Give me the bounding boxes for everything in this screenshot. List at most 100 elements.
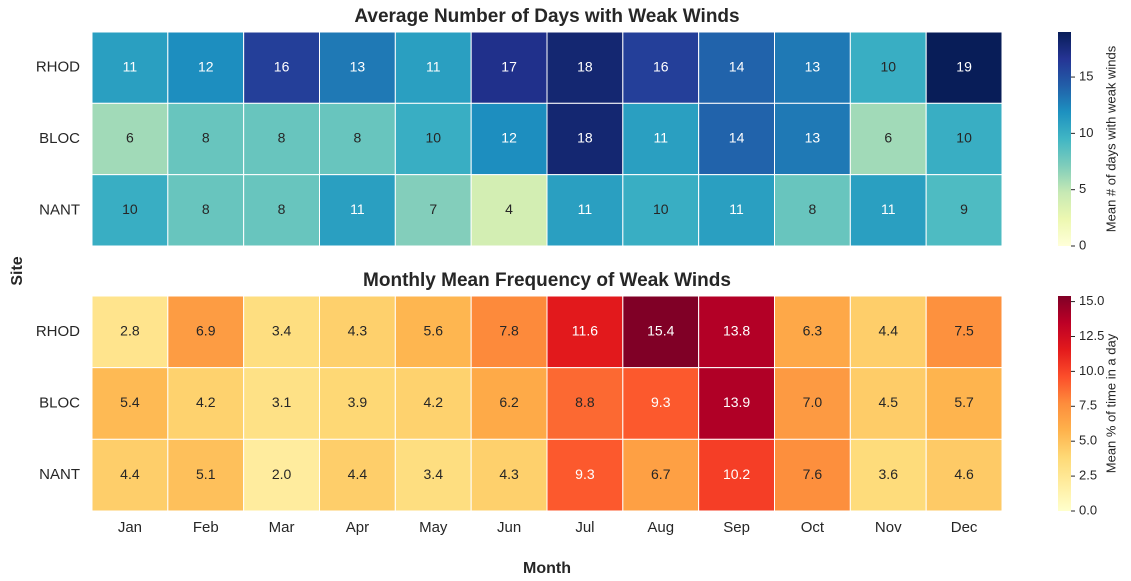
- colorbar-tick-label: 5.0: [1079, 433, 1097, 448]
- colorbar-tick-label: 7.5: [1079, 398, 1097, 413]
- cell-label: 10: [122, 201, 138, 217]
- cell-label: 4.6: [954, 466, 974, 482]
- heatmap-cell: [319, 31, 396, 104]
- cell-label: 6.7: [651, 466, 671, 482]
- heatmap-cell: [698, 367, 776, 440]
- cell-label: 4.3: [499, 466, 519, 482]
- heatmap-cell: [319, 174, 396, 247]
- cell-label: 6.2: [499, 394, 519, 410]
- cell-label: 3.6: [879, 466, 899, 482]
- colorbar: [1058, 296, 1071, 511]
- cell-label: 11: [123, 58, 138, 74]
- cell-label: 11: [729, 201, 744, 217]
- heatmap-cell: [394, 367, 472, 440]
- cell-label: 6: [126, 130, 134, 146]
- x-tick-label: May: [419, 519, 448, 536]
- heatmap-cell: [622, 102, 700, 176]
- heatmap-cell: [849, 174, 927, 247]
- heatmap-cell: [774, 31, 851, 104]
- heatmap-cell: [925, 174, 1003, 247]
- heatmap-cell: [319, 102, 396, 176]
- heatmap-cell: [849, 367, 927, 440]
- colorbar-tick-label: 0.0: [1079, 502, 1097, 517]
- heatmap-cell: [546, 174, 624, 247]
- x-tick-label: Aug: [647, 519, 674, 536]
- heatmap-cell: [622, 438, 700, 512]
- colorbar-tick-label: 12.5: [1079, 328, 1104, 343]
- heatmap-cell: [91, 31, 169, 104]
- cell-label: 8: [809, 201, 817, 217]
- cell-label: 16: [274, 58, 290, 74]
- cell-label: 13: [350, 58, 366, 74]
- heatmap-cell: [849, 295, 927, 369]
- cell-label: 2.8: [120, 323, 140, 339]
- cell-label: 10: [653, 201, 669, 217]
- heatmap-cell: [91, 102, 169, 176]
- cell-label: 4.2: [196, 394, 216, 410]
- cell-label: 6: [884, 130, 892, 146]
- heatmap-cell: [91, 295, 169, 369]
- y-axis-label: Site: [9, 256, 26, 285]
- heatmap-cell: [91, 367, 169, 440]
- cell-label: 5.1: [196, 466, 216, 482]
- colorbar-tick-label: 10: [1079, 125, 1093, 140]
- x-tick-label: Jun: [497, 519, 521, 536]
- x-tick-label: Oct: [801, 519, 825, 536]
- cell-label: 11: [578, 201, 593, 217]
- cell-label: 19: [956, 58, 972, 74]
- heatmap-cell: [243, 295, 321, 369]
- heatmap-cell: [243, 367, 321, 440]
- cell-label: 8: [278, 130, 286, 146]
- cell-label: 11: [653, 130, 668, 146]
- heatmap-cell: [698, 438, 776, 512]
- cell-label: 9: [960, 201, 968, 217]
- heatmap-cell: [319, 295, 396, 369]
- cell-label: 4.4: [120, 466, 140, 482]
- cell-label: 3.4: [424, 466, 444, 482]
- x-tick-label: Jul: [575, 519, 594, 536]
- heatmap-cell: [774, 174, 851, 247]
- cell-label: 18: [577, 58, 593, 74]
- heatmap-cell: [622, 31, 700, 104]
- cell-label: 4: [505, 201, 513, 217]
- heatmap-cell: [167, 102, 245, 176]
- cell-label: 7.6: [803, 466, 823, 482]
- cell-label: 9.3: [575, 466, 595, 482]
- cell-label: 8: [202, 201, 210, 217]
- heatmap-cell: [849, 102, 927, 176]
- heatmap-cell: [243, 174, 321, 247]
- heatmap-cell: [774, 438, 851, 512]
- cell-label: 7.8: [499, 323, 519, 339]
- cell-label: 13: [805, 58, 821, 74]
- cell-label: 2.0: [272, 466, 292, 482]
- heatmap-cell: [394, 438, 472, 512]
- cell-label: 15.4: [647, 323, 674, 339]
- heatmap-cell: [470, 102, 548, 176]
- cell-label: 8: [354, 130, 362, 146]
- cell-label: 10: [956, 130, 972, 146]
- heatmap-cell: [698, 102, 776, 176]
- x-tick-label: Sep: [723, 519, 750, 536]
- cell-label: 12: [501, 130, 517, 146]
- heatmap-cell: [470, 438, 548, 512]
- heatmap-cell: [167, 31, 245, 104]
- heatmap-cell: [698, 295, 776, 369]
- cell-label: 16: [653, 58, 669, 74]
- cell-label: 3.4: [272, 323, 292, 339]
- cell-label: 12: [198, 58, 214, 74]
- cell-label: 3.9: [348, 394, 368, 410]
- cell-label: 4.4: [348, 466, 368, 482]
- cell-label: 5.6: [424, 323, 444, 339]
- heatmap-cell: [925, 367, 1003, 440]
- cell-label: 10: [880, 58, 896, 74]
- cell-label: 4.4: [879, 323, 899, 339]
- heatmap-cell: [774, 367, 851, 440]
- y-tick-label: RHOD: [36, 59, 80, 76]
- cell-label: 7.5: [954, 323, 974, 339]
- heatmap-cell: [774, 102, 851, 176]
- cell-label: 18: [577, 130, 593, 146]
- colorbar-label: Mean % of time in a day: [1103, 333, 1118, 473]
- cell-label: 13: [805, 130, 821, 146]
- heatmap-cell: [546, 438, 624, 512]
